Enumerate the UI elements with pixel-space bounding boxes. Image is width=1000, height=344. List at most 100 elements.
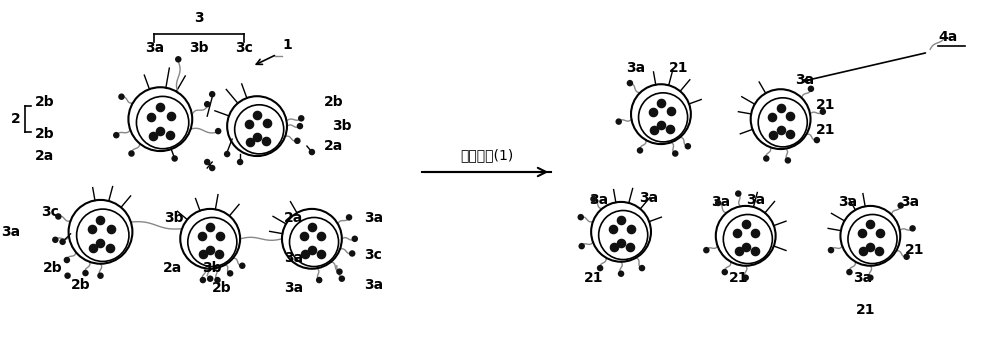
Point xyxy=(210,128,226,134)
Point xyxy=(204,165,220,171)
Point xyxy=(803,86,819,92)
Point xyxy=(854,231,870,236)
Point xyxy=(59,257,75,263)
Point xyxy=(199,101,215,107)
Text: 2b: 2b xyxy=(212,281,232,295)
Point xyxy=(613,218,629,223)
Text: 3c: 3c xyxy=(235,41,253,55)
Text: 2b: 2b xyxy=(71,278,90,292)
Text: 3a: 3a xyxy=(2,225,21,239)
Point xyxy=(92,240,108,246)
Point xyxy=(162,132,178,138)
Point xyxy=(653,100,669,106)
Point xyxy=(611,119,627,125)
Point xyxy=(143,114,159,119)
Text: 2a: 2a xyxy=(284,211,303,225)
Point xyxy=(242,139,258,144)
Point xyxy=(782,131,798,137)
Point xyxy=(152,104,168,110)
Point xyxy=(234,263,250,268)
Point xyxy=(764,114,780,119)
Point xyxy=(194,234,210,239)
Point xyxy=(258,138,274,144)
Point xyxy=(249,112,265,118)
Text: 3a: 3a xyxy=(639,191,658,205)
Text: 3a: 3a xyxy=(626,61,645,75)
Point xyxy=(304,225,320,230)
Text: 3b: 3b xyxy=(202,261,222,275)
Point xyxy=(623,226,639,232)
Point xyxy=(613,240,629,245)
Text: 3a: 3a xyxy=(746,193,765,207)
Text: 3c: 3c xyxy=(41,205,59,219)
Point xyxy=(211,251,227,257)
Text: 3a: 3a xyxy=(145,41,164,55)
Text: 2a: 2a xyxy=(35,149,54,163)
Text: 2: 2 xyxy=(11,112,21,126)
Text: 3a: 3a xyxy=(364,278,383,292)
Point xyxy=(738,222,754,227)
Point xyxy=(202,276,218,281)
Point xyxy=(738,244,754,249)
Text: 3a: 3a xyxy=(364,211,383,225)
Point xyxy=(841,269,857,275)
Text: 3b: 3b xyxy=(189,41,209,55)
Point xyxy=(653,122,669,128)
Text: 3a: 3a xyxy=(284,251,303,265)
Point xyxy=(622,80,638,86)
Point xyxy=(47,237,63,243)
Point xyxy=(765,132,781,138)
Point xyxy=(622,244,638,249)
Point xyxy=(815,109,831,115)
Point xyxy=(92,217,108,223)
Point xyxy=(605,227,621,232)
Point xyxy=(729,231,745,236)
Point xyxy=(758,156,774,161)
Point xyxy=(123,151,139,156)
Point xyxy=(773,127,789,133)
Point xyxy=(232,159,248,165)
Point xyxy=(313,233,329,239)
Point xyxy=(780,158,796,163)
Text: 3a: 3a xyxy=(711,195,730,209)
Point xyxy=(304,149,320,155)
Point xyxy=(862,244,878,249)
Point xyxy=(202,225,218,230)
Text: 2b: 2b xyxy=(43,261,62,275)
Point xyxy=(202,247,218,252)
Text: 3a: 3a xyxy=(838,195,858,209)
Text: 2b: 2b xyxy=(324,95,343,109)
Point xyxy=(292,123,308,129)
Point xyxy=(632,148,648,153)
Text: 3a: 3a xyxy=(900,195,919,209)
Point xyxy=(573,214,589,220)
Point xyxy=(209,277,225,283)
Text: 2b: 2b xyxy=(35,127,54,141)
Point xyxy=(899,254,915,259)
Point xyxy=(334,276,350,281)
Point xyxy=(152,128,168,133)
Text: 3a: 3a xyxy=(284,281,304,295)
Text: 21: 21 xyxy=(856,303,875,316)
Point xyxy=(872,230,888,236)
Point xyxy=(311,277,327,283)
Point xyxy=(905,226,921,231)
Point xyxy=(102,245,118,250)
Point xyxy=(145,133,161,139)
Point xyxy=(710,200,726,206)
Point xyxy=(195,277,211,283)
Point xyxy=(344,251,360,256)
Point xyxy=(293,116,309,121)
Point xyxy=(782,114,798,119)
Point xyxy=(645,109,661,115)
Point xyxy=(77,270,93,276)
Point xyxy=(170,56,186,62)
Point xyxy=(84,227,100,232)
Point xyxy=(862,275,878,280)
Point xyxy=(747,230,763,236)
Point xyxy=(55,239,71,245)
Text: 2a: 2a xyxy=(324,139,343,153)
Text: 2a: 2a xyxy=(163,261,182,275)
Point xyxy=(585,196,601,202)
Text: 3a: 3a xyxy=(853,271,872,285)
